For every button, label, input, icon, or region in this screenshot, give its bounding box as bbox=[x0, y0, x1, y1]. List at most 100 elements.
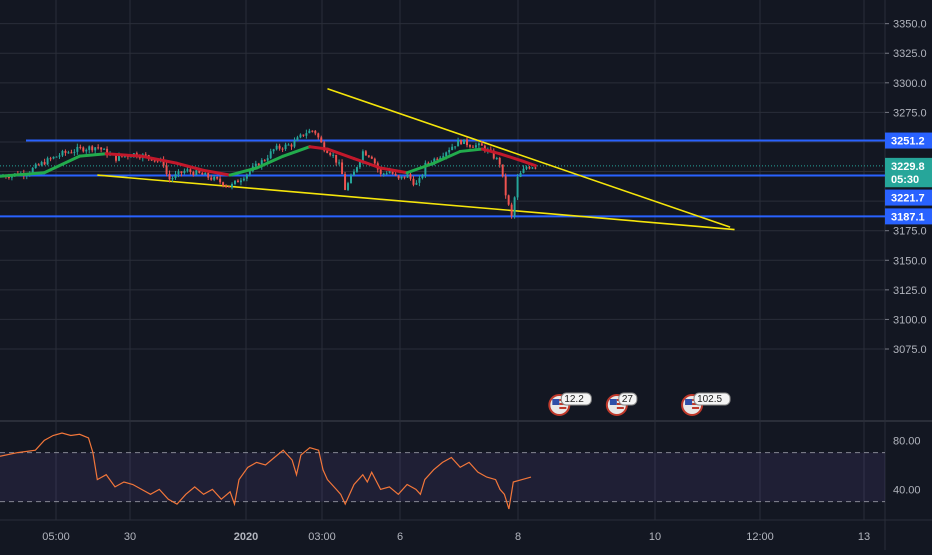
time-tick-label: 05:00 bbox=[42, 531, 70, 543]
ma-segment bbox=[0, 171, 46, 178]
candle-body bbox=[168, 173, 171, 180]
candle-body bbox=[320, 137, 323, 143]
flag-stripe bbox=[616, 407, 624, 409]
candle-body bbox=[67, 152, 70, 154]
candle-body bbox=[234, 180, 236, 184]
candle-body bbox=[492, 150, 495, 159]
price-tick-label: 3125.0 bbox=[893, 285, 927, 297]
price-tick-label: 3075.0 bbox=[893, 344, 927, 356]
ma-segment bbox=[405, 161, 436, 175]
candle-body bbox=[171, 177, 174, 180]
candle-body bbox=[79, 146, 82, 148]
candle-body bbox=[260, 160, 263, 167]
candle-body bbox=[471, 146, 474, 148]
candle-body bbox=[445, 152, 448, 157]
candle-body bbox=[504, 176, 507, 196]
trendline[interactable] bbox=[97, 174, 735, 231]
ma-segment bbox=[458, 147, 484, 153]
candle-body bbox=[347, 183, 350, 190]
trendlines[interactable] bbox=[97, 87, 735, 231]
candle-body bbox=[117, 155, 120, 161]
ma-segment bbox=[352, 157, 383, 170]
moving-average bbox=[0, 145, 537, 178]
price-tag-label: 3187.1 bbox=[891, 211, 925, 223]
price-tick-label: 3350.0 bbox=[893, 19, 927, 31]
candle-body bbox=[433, 158, 436, 164]
event-marker[interactable]: 102.5 bbox=[681, 392, 731, 416]
candle-body bbox=[284, 144, 287, 150]
candle-body bbox=[442, 156, 445, 158]
candle-body bbox=[195, 170, 198, 176]
event-marker[interactable]: 27 bbox=[605, 392, 638, 416]
ma-segment bbox=[379, 166, 409, 175]
candle-body bbox=[519, 172, 522, 177]
candle-body bbox=[245, 174, 248, 179]
candle-body bbox=[379, 169, 382, 174]
candle-body bbox=[293, 140, 296, 147]
event-marker[interactable]: 12.2 bbox=[548, 392, 592, 416]
candle-body bbox=[55, 156, 58, 158]
candle-body bbox=[424, 162, 427, 175]
flag-canton bbox=[552, 399, 560, 405]
candle-body bbox=[427, 162, 430, 164]
price-tag-label: 3229.8 bbox=[891, 161, 925, 173]
trendline[interactable] bbox=[327, 87, 731, 228]
event-value: 12.2 bbox=[564, 394, 584, 405]
candle-body bbox=[397, 175, 400, 179]
candle-body bbox=[290, 144, 293, 147]
candle-body bbox=[448, 149, 451, 153]
rsi-tick-label: 40.00 bbox=[893, 484, 921, 496]
candle-body bbox=[231, 183, 234, 188]
candle-body bbox=[281, 148, 284, 150]
candle-body bbox=[49, 158, 52, 160]
price-tick-label: 3325.0 bbox=[893, 48, 927, 60]
candle-body bbox=[534, 167, 537, 169]
candle-body bbox=[468, 145, 471, 147]
candle-body bbox=[507, 195, 510, 205]
candle-body bbox=[335, 154, 338, 163]
candle-body bbox=[299, 134, 302, 138]
candle-body bbox=[43, 162, 46, 165]
candle-body bbox=[311, 130, 314, 132]
candle-body bbox=[272, 149, 275, 152]
candle-body bbox=[73, 151, 76, 153]
candle-body bbox=[510, 204, 513, 216]
price-tag-box bbox=[885, 208, 932, 225]
price-tag-label: 3251.2 bbox=[891, 136, 925, 148]
price-tag-level: 3251.2 bbox=[885, 132, 932, 149]
candle-body bbox=[457, 140, 460, 147]
price-tag-label: 05:30 bbox=[891, 174, 919, 186]
candle-body bbox=[409, 174, 412, 179]
time-tick-label: 10 bbox=[649, 531, 661, 543]
candle-body bbox=[296, 137, 299, 141]
candle-body bbox=[222, 182, 225, 186]
price-tick-label: 3275.0 bbox=[893, 107, 927, 119]
candle-body bbox=[192, 171, 195, 176]
candle-body bbox=[463, 139, 466, 144]
flag-canton bbox=[685, 399, 693, 405]
candle-body bbox=[207, 173, 210, 178]
event-value: 102.5 bbox=[697, 394, 722, 405]
candle-body bbox=[76, 146, 79, 152]
ma-segment bbox=[480, 147, 502, 156]
candle-body bbox=[403, 176, 406, 178]
candle-body bbox=[454, 146, 457, 148]
candle-body bbox=[88, 146, 91, 150]
candle-body bbox=[263, 160, 266, 162]
economic-events[interactable]: 12.2 27 102.5 bbox=[548, 392, 731, 416]
candle-body bbox=[364, 151, 367, 156]
candle-body bbox=[254, 163, 257, 167]
price-tags: 3251.2 3229.805:30 3221.7 3187.1 bbox=[885, 132, 932, 225]
candle-body bbox=[198, 170, 201, 173]
candle-body bbox=[287, 144, 290, 146]
horizontal-levels[interactable] bbox=[0, 139, 885, 218]
ma-segment bbox=[140, 154, 179, 165]
candle-body bbox=[466, 139, 468, 146]
ma-segment bbox=[520, 159, 537, 168]
candle-body bbox=[31, 168, 34, 173]
ma-segment bbox=[498, 152, 524, 163]
ma-segment bbox=[202, 168, 232, 177]
